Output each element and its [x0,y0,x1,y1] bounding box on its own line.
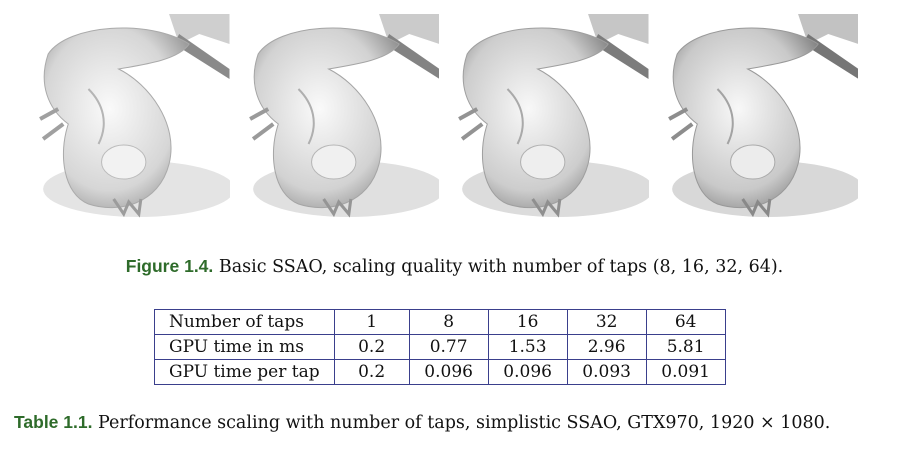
dragon-icon [248,14,439,218]
table-row: GPU time per tap 0.2 0.096 0.096 0.093 0… [154,359,726,385]
table-cell: GPU time in ms [154,334,335,360]
table-caption-text: Performance scaling with number of taps,… [92,413,831,433]
table-cell: 5.81 [645,334,726,360]
dragon-icon [667,14,858,218]
table-cell: 0.091 [645,359,726,385]
table-cell: 2.96 [566,334,647,360]
table-cell: 16 [487,309,568,335]
dragon-render-64-taps-image [656,14,858,224]
table-cell: 1 [333,309,410,335]
dragon-render-16-taps-image [237,14,439,224]
figure-image-strip [28,14,858,224]
table-cell: 0.093 [566,359,647,385]
table-cell: 0.096 [487,359,568,385]
figure-caption-text: Basic SSAO, scaling quality with number … [213,257,784,277]
table-label: Table 1.1. [14,412,93,432]
table-cell: 0.77 [408,334,489,360]
dragon-render-32-taps-image [447,14,649,224]
table-cell: GPU time per tap [154,359,335,385]
figure-label: Figure 1.4. [125,256,214,276]
table-caption: Table 1.1. Performance scaling with numb… [14,409,884,436]
table-cell: 64 [645,309,726,335]
dragon-icon [458,14,649,218]
performance-table: Number of taps 1 8 16 32 64 GPU time in … [154,309,726,385]
table-row: Number of taps 1 8 16 32 64 [154,309,726,335]
table-cell: Number of taps [154,309,335,335]
table-row: GPU time in ms 0.2 0.77 1.53 2.96 5.81 [154,334,726,360]
dragon-render-8-taps-image [28,14,230,224]
figure-caption: Figure 1.4. Basic SSAO, scaling quality … [0,256,909,277]
table-cell: 32 [566,309,647,335]
table-cell: 8 [408,309,489,335]
dragon-icon [39,14,230,218]
table-cell: 0.2 [333,334,410,360]
table-cell: 0.096 [408,359,489,385]
table-cell: 1.53 [487,334,568,360]
table-cell: 0.2 [333,359,410,385]
